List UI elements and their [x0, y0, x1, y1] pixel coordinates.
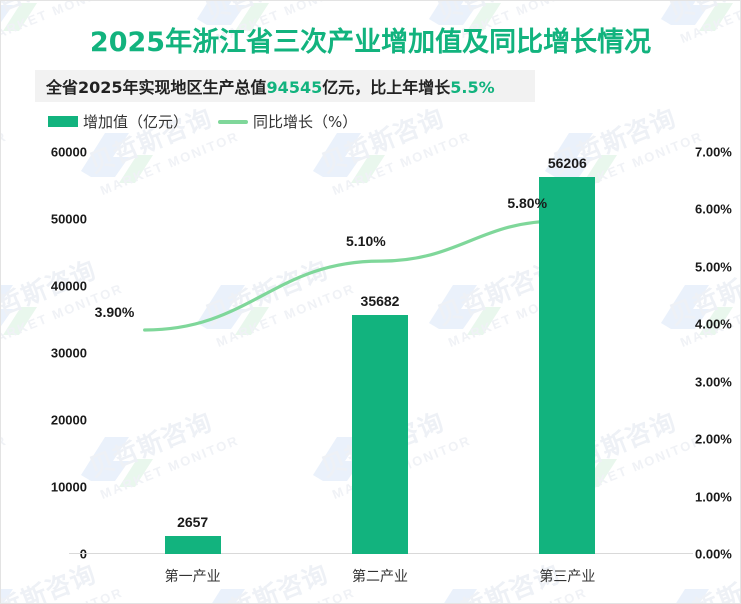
bar-3[interactable] [539, 177, 596, 554]
legend-item-label: 同比增长（%） [253, 113, 358, 131]
x-axis-category-label: 第三产业 [539, 569, 596, 585]
y-axis-left-tick-label: 0 [79, 546, 87, 562]
subtitle-middle: 亿元，比上年增长 [322, 78, 451, 97]
bar-value-label: 2657 [177, 514, 209, 531]
page-title: 2025年浙江省三次产业增加值及同比增长情况 [89, 27, 652, 58]
growth-value-label: 5.10% [346, 233, 386, 250]
y-axis-right-tick-label: 3.00% [695, 374, 732, 390]
y-axis-left-tick-label: 30000 [50, 345, 87, 361]
y-axis-right-tick-label: 6.00% [695, 201, 732, 217]
y-axis-right-tick-label: 0.00% [695, 546, 732, 562]
subtitle-growth-value: 5.5% [450, 78, 495, 97]
y-axis-right-tick-label: 2.00% [695, 431, 732, 447]
subtitle-text: 全省2025年实现地区生产总值94545亿元，比上年增长5.5% [35, 74, 495, 98]
legend-bar-swatch-icon [48, 116, 78, 127]
y-axis-right-tick-label: 5.00% [695, 259, 732, 275]
y-axis-left-tick-label: 60000 [50, 144, 87, 160]
legend-line-swatch-icon [218, 119, 249, 124]
axis-baseline-right-extension [661, 553, 693, 554]
y-axis-left-tick-label: 50000 [50, 211, 87, 227]
y-axis-left-tick-label: 20000 [50, 412, 87, 428]
bar-value-label: 56206 [547, 155, 587, 172]
subtitle-gdp-value: 94545 [266, 78, 323, 97]
x-axis-category-label: 第二产业 [352, 569, 408, 585]
chart-legend: 增加值（亿元） 同比增长（%） [48, 111, 387, 132]
subtitle-band: 全省2025年实现地区生产总值94545亿元，比上年增长5.5% [35, 70, 535, 102]
legend-item-label: 增加值（亿元） [83, 113, 189, 131]
legend-item-bar[interactable]: 增加值（亿元） [48, 111, 188, 132]
bar-value-label: 35682 [360, 292, 400, 309]
growth-value-label: 5.80% [507, 194, 548, 211]
y-axis-right-tick-label: 4.00% [695, 316, 732, 332]
y-axis-right-tick-label: 1.00% [695, 489, 732, 505]
axis-baseline-left-extension [69, 553, 99, 554]
bar-2[interactable] [352, 314, 408, 554]
legend-item-line[interactable]: 同比增长（%） [218, 111, 357, 132]
growth-value-label: 3.90% [94, 304, 135, 321]
y-axis-left-tick-label: 40000 [50, 278, 87, 294]
plot-area: 0 10000 20000 30000 40000 50000 60000 0.00% 1.00… [51, 145, 732, 586]
y-axis-right-tick-label: 7.00% [695, 144, 732, 160]
y-axis-left-tick-label: 10000 [50, 479, 87, 495]
bar-1[interactable] [164, 536, 221, 554]
x-axis-category-label: 第一产业 [164, 569, 221, 585]
subtitle-prefix: 全省2025年实现地区生产总值 [46, 78, 267, 97]
